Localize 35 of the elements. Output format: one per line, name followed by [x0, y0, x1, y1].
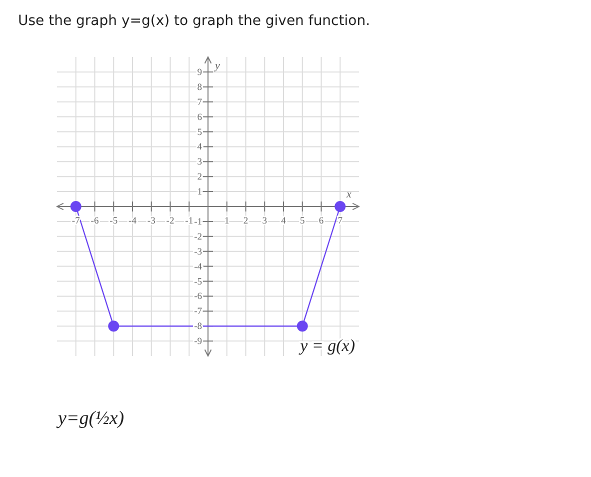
y-tick-label: -7: [194, 307, 202, 318]
x-tick-label: -3: [147, 216, 156, 226]
y-tick-label: 5: [197, 128, 202, 138]
chart-title: Use the graph y=g(x) to graph the given function.: [18, 13, 370, 29]
y-tick-label: 6: [197, 112, 202, 123]
x-tick-label: 6: [318, 216, 324, 226]
x-tick-label: -6: [90, 216, 99, 226]
y-tick-label: 3: [197, 158, 202, 168]
x-axis-title: x: [346, 188, 352, 200]
x-tick-label: -1: [185, 216, 194, 226]
x-tick-label: -7: [72, 216, 80, 226]
x-tick-label: 4: [281, 216, 286, 226]
text: y=g(½x): [56, 408, 124, 429]
x-tick-label: -2: [166, 216, 174, 226]
y-tick-label: -4: [194, 262, 202, 272]
y-tick-label: 2: [197, 172, 202, 183]
y-tick-label: -3: [194, 247, 202, 258]
x-tick-label: 1: [224, 216, 230, 226]
y-tick-label: -5: [194, 277, 202, 288]
series-label: y = g(x): [298, 336, 356, 356]
y-tick-label: 1: [197, 188, 202, 198]
x-tick-label: 2: [243, 216, 248, 226]
x-tick-label: 7: [338, 216, 343, 226]
x-tick-label: -5: [110, 216, 118, 226]
y-tick-label: 8: [197, 82, 202, 93]
y-tick-label: -2: [194, 232, 202, 242]
y-axis-title: y: [214, 60, 220, 72]
y-tick-label: 4: [197, 142, 202, 153]
x-tick-label: 5: [300, 216, 305, 226]
y-tick-label: -9: [194, 337, 202, 348]
y-tick-label: 7: [197, 98, 202, 108]
x-tick-label: -4: [128, 216, 137, 226]
y-tick-label: -6: [194, 292, 202, 302]
x-tick-label: 3: [262, 216, 268, 226]
y-tick-label: 9: [197, 68, 202, 78]
